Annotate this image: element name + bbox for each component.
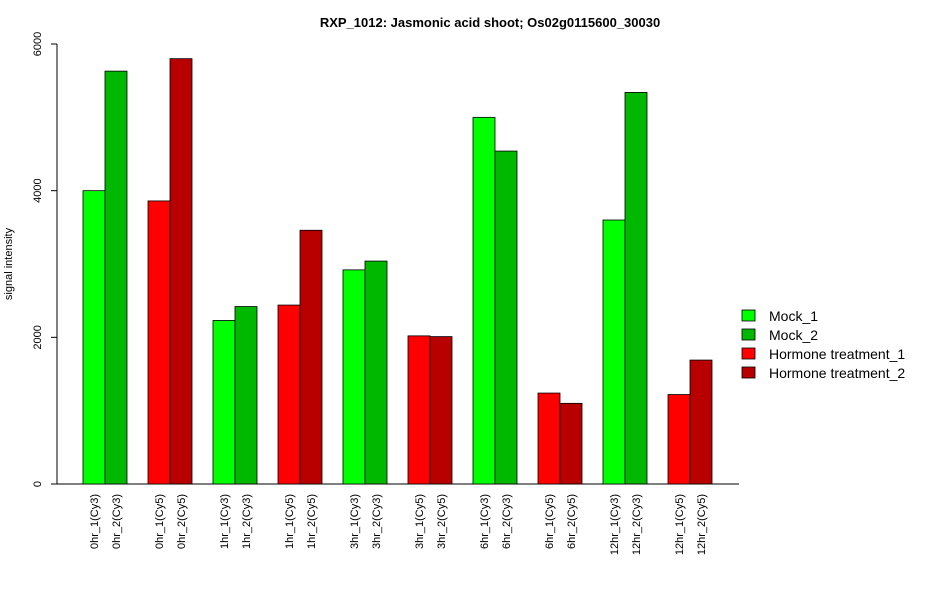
legend-label: Hormone treatment_1 xyxy=(769,346,905,362)
bar xyxy=(364,260,388,485)
bar xyxy=(82,190,106,485)
bar xyxy=(277,304,301,485)
x-category-label: 1hr_1(Cy3) xyxy=(219,494,231,549)
bar xyxy=(147,200,171,485)
legend-label: Mock_1 xyxy=(769,308,818,324)
x-category-label: 0hr_2(Cy5) xyxy=(176,494,188,549)
x-category-label: 1hr_2(Cy5) xyxy=(306,494,318,549)
legend-swatch xyxy=(741,366,756,379)
bar xyxy=(472,116,496,485)
bar xyxy=(602,219,626,485)
bar xyxy=(429,336,453,485)
legend: Mock_1 Mock_2 Hormone treatment_1 Hormone t… xyxy=(741,308,905,381)
x-category-label: 3hr_1(Cy3) xyxy=(349,494,361,549)
x-category-label: 0hr_2(Cy3) xyxy=(111,494,123,549)
bar xyxy=(104,70,128,485)
x-category-label: 3hr_1(Cy5) xyxy=(414,494,426,549)
x-category-label: 12hr_2(Cy5) xyxy=(696,494,708,555)
legend-swatch xyxy=(741,309,756,322)
bar xyxy=(169,58,193,485)
x-category-label: 3hr_2(Cy5) xyxy=(436,494,448,549)
bar xyxy=(624,92,648,485)
bar xyxy=(559,402,583,485)
y-tick-label: 4000 xyxy=(32,178,44,202)
bar xyxy=(494,150,518,485)
x-category-label: 6hr_2(Cy5) xyxy=(566,494,578,549)
bar xyxy=(689,359,713,485)
bar xyxy=(212,320,236,485)
x-category-label: 12hr_1(Cy5) xyxy=(674,494,686,555)
legend-label: Hormone treatment_2 xyxy=(769,365,905,381)
y-axis-label: signal intensity xyxy=(3,227,15,300)
x-category-label: 12hr_2(Cy3) xyxy=(631,494,643,555)
legend-label: Mock_2 xyxy=(769,327,818,343)
y-tick-label: 2000 xyxy=(32,325,44,349)
bar xyxy=(667,394,691,485)
bar xyxy=(234,306,258,485)
chart-title: RXP_1012: Jasmonic acid shoot; Os02g0115… xyxy=(320,15,660,30)
x-category-label: 3hr_2(Cy3) xyxy=(371,494,383,549)
x-category-label: 6hr_1(Cy5) xyxy=(544,494,556,549)
x-category-label: 6hr_1(Cy3) xyxy=(479,494,491,549)
bar xyxy=(407,335,431,485)
x-category-label: 12hr_1(Cy3) xyxy=(609,494,621,555)
bar xyxy=(342,269,366,485)
legend-swatch xyxy=(741,328,756,341)
x-category-label: 0hr_1(Cy3) xyxy=(89,494,101,549)
bar xyxy=(299,229,323,485)
x-category-label: 6hr_2(Cy3) xyxy=(501,494,513,549)
y-tick-label: 0 xyxy=(32,481,44,487)
bar xyxy=(537,392,561,485)
x-category-label: 0hr_1(Cy5) xyxy=(154,494,166,549)
plot-area: 0 2000 4000 6000 0hr_1(Cy3) 0hr_2(Cy3) 0hr_1(C… xyxy=(32,32,739,555)
x-category-label: 1hr_1(Cy5) xyxy=(284,494,296,549)
x-category-label: 1hr_2(Cy3) xyxy=(241,494,253,549)
legend-swatch xyxy=(741,347,756,360)
y-tick-label: 6000 xyxy=(32,32,44,56)
